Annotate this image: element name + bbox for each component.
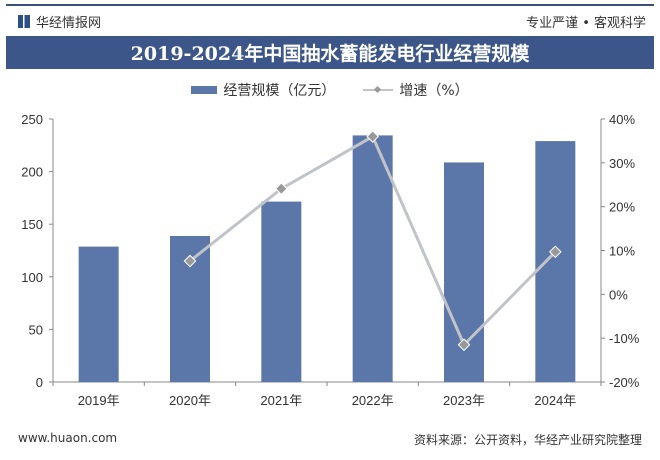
legend-bar-label: 经营规模（亿元） — [223, 83, 336, 99]
bar — [261, 201, 302, 382]
chart-plot: 0 50 100 150 200 250 -20% -10% 0% 10% 20% 30% 40% 201… — [21, 112, 640, 408]
right-tick-label: -10% — [609, 331, 640, 346]
legend-bar: 经营规模（亿元） — [191, 80, 335, 100]
slogan: 专业严谨 • 客观科学 — [526, 16, 646, 31]
left-tick-label: 0 — [36, 375, 43, 390]
left-tick-label: 150 — [21, 217, 43, 232]
bar — [78, 246, 119, 382]
chart-title: 2019-2024年中国抽水蓄能发电行业经营规模 — [6, 36, 654, 69]
growth-point — [457, 338, 471, 352]
right-tick-label: 20% — [609, 200, 635, 215]
legend-bar-swatch — [191, 86, 218, 94]
x-tick-label: 2024年 — [534, 393, 576, 408]
x-tick-label: 2021年 — [260, 393, 302, 408]
right-tick-label: 0% — [609, 287, 628, 302]
right-tick-label: 40% — [609, 112, 635, 127]
brand-name: 华经情报网 — [36, 16, 102, 31]
right-tick-label: 30% — [609, 156, 635, 171]
top-divider — [6, 4, 654, 6]
growth-point — [183, 254, 197, 268]
right-tick-label: 10% — [609, 244, 635, 259]
brand-logo: 华经情报网 — [18, 12, 101, 31]
legend-line-label: 增速（%） — [399, 83, 469, 99]
website: www.huaon.com — [18, 431, 118, 445]
left-tick-label: 250 — [21, 112, 43, 127]
right-tick-label: -20% — [609, 375, 640, 390]
left-tick-label: 200 — [21, 165, 43, 180]
left-tick-label: 50 — [29, 322, 43, 337]
legend: 经营规模（亿元） 增速（%） — [0, 80, 660, 100]
bar — [535, 141, 576, 382]
source-note: 资料来源：公开资料，华经产业研究院整理 — [413, 433, 642, 447]
legend-line: 增速（%） — [363, 80, 469, 100]
left-tick-label: 100 — [21, 270, 43, 285]
growth-point — [548, 245, 562, 259]
logo-icon — [18, 15, 30, 28]
x-tick-label: 2023年 — [443, 393, 485, 408]
x-tick-label: 2019年 — [78, 393, 120, 408]
x-tick-label: 2020年 — [169, 393, 211, 408]
growth-point — [366, 130, 380, 143]
legend-line-swatch — [363, 85, 394, 94]
growth-point — [274, 182, 288, 196]
bar — [352, 135, 393, 382]
x-tick-label: 2022年 — [352, 393, 394, 408]
